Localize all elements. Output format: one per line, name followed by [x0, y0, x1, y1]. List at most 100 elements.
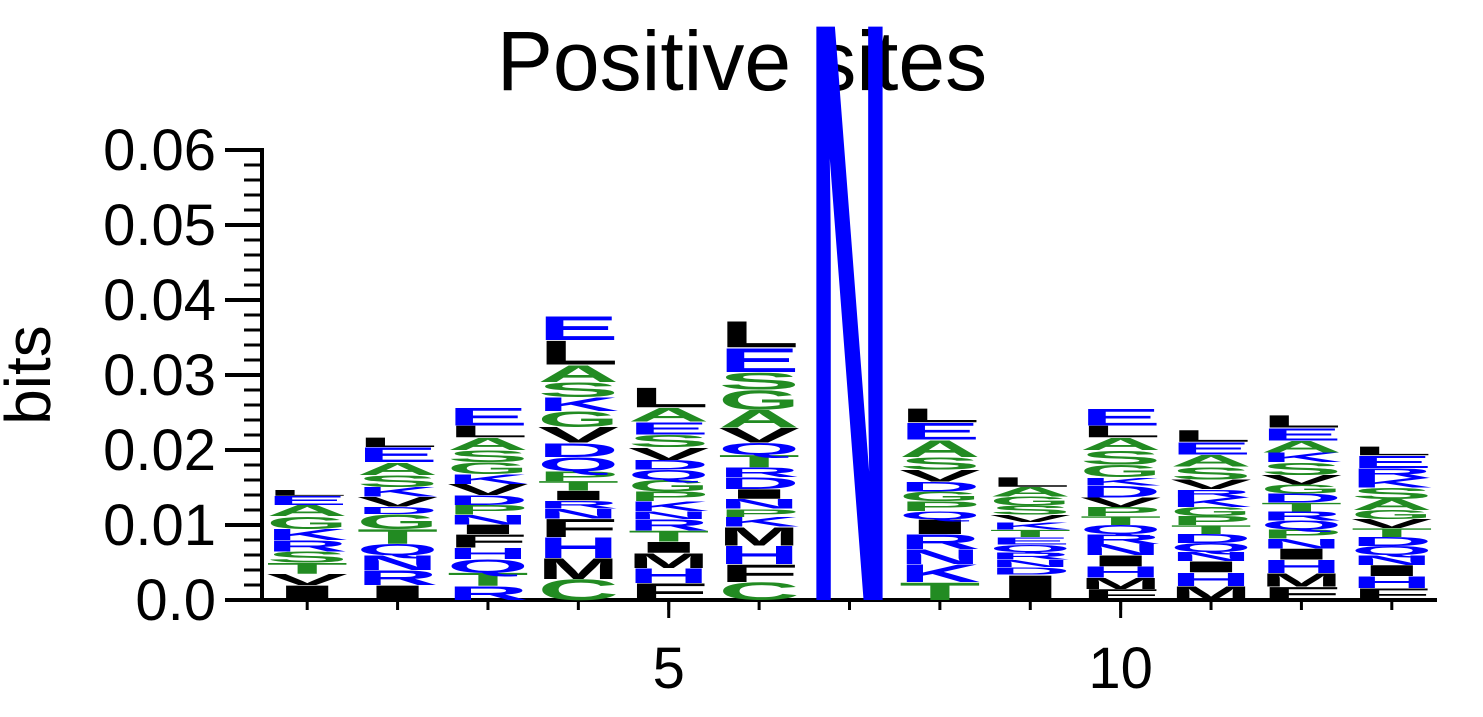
logo-letter: L [1080, 422, 1161, 441]
logo-letter: T [628, 528, 709, 545]
logo-letter: L [447, 422, 528, 441]
logo-letter: D [1261, 491, 1342, 505]
logo-letter: F [1261, 583, 1342, 604]
logo-letter: L [1351, 444, 1432, 458]
logo-letter: D [1170, 532, 1251, 546]
logo-letter: T [899, 578, 980, 606]
logo-letter: V [538, 423, 619, 447]
logo-letter: P [447, 502, 528, 517]
logo-letter: N [990, 558, 1071, 570]
logo-letter: T [990, 528, 1071, 540]
y-tick-label: 0.02 [103, 418, 216, 483]
logo-letter: T [1351, 526, 1432, 540]
logo-letter: V [628, 444, 710, 464]
logo-letter: P [538, 469, 619, 484]
logo-letter: I [990, 568, 1071, 608]
logo-letter: I [1261, 546, 1342, 563]
logo-letter: A [1261, 437, 1342, 456]
logo-letter: H [1170, 569, 1251, 590]
logo-letter: E [899, 418, 980, 445]
logo-letter: A [538, 360, 619, 387]
logo-letter: R [718, 465, 799, 480]
logo-letter: A [628, 404, 709, 426]
logo-letter: F [718, 560, 799, 588]
logo-letter: D [628, 457, 709, 472]
logo-letter: I [357, 582, 438, 605]
logo-letter: P [718, 507, 799, 520]
logo-letter: P [1080, 505, 1161, 519]
logo-letter: G [1261, 482, 1342, 496]
logo-letter: V [899, 467, 981, 486]
logo-letter: G [357, 510, 438, 533]
x-tick-label: 10 [1088, 636, 1153, 701]
logo-letter: S [718, 368, 799, 395]
logo-letter: P [1170, 514, 1251, 528]
y-tick-label: 0.05 [103, 193, 216, 258]
logo-letter: A [267, 502, 348, 519]
logo-letter: Q [899, 509, 980, 522]
logo-letter: Q [990, 543, 1071, 555]
logo-letter: S [1170, 463, 1251, 483]
logo-letter: K [1170, 495, 1251, 510]
logo-letter: S [1351, 485, 1432, 502]
logo-letter: D [447, 493, 528, 508]
logo-letter: T [1170, 523, 1251, 537]
logo-letter: I [1351, 562, 1432, 579]
logo-letter: I [267, 582, 348, 605]
logo-letter: V [990, 513, 1071, 525]
logo-letter: S [628, 431, 709, 451]
logo-letter: G [538, 407, 619, 431]
logo-letter: L [628, 382, 709, 413]
logo-letter: T [1080, 514, 1161, 528]
logo-letter: N [899, 546, 980, 569]
logo-letter: T [1261, 500, 1342, 514]
logo-letter: M [628, 549, 709, 572]
logo-letter: E [628, 418, 709, 438]
logo-letter: R [1080, 532, 1161, 547]
logo-letter: M [1261, 570, 1342, 591]
logo-letter: L [899, 405, 980, 427]
logo-letter: A [447, 434, 528, 454]
logo-letter: M [1170, 582, 1251, 604]
y-tick-label: 0.06 [103, 118, 216, 183]
logo-letter: Q [538, 453, 619, 475]
logo-letter: K [1351, 475, 1432, 490]
logo-letter: E [357, 444, 438, 467]
logo-letter: N [809, 0, 890, 717]
logo-letter: T [718, 451, 800, 471]
logo-letter: F [1351, 585, 1432, 604]
logo-letter: V [357, 494, 439, 509]
logo-letter: R [990, 550, 1071, 562]
logo-letter: H [1080, 564, 1161, 581]
logo-letter: K [1080, 475, 1161, 488]
logo-letter: A [1170, 452, 1251, 471]
logo-letter: D [357, 505, 438, 517]
logo-letter: K [628, 499, 709, 514]
y-tick-label: 0.03 [103, 343, 216, 408]
logo-letter: D [538, 439, 619, 461]
logo-letter: H [1261, 556, 1342, 577]
logo-letter: S [447, 447, 528, 466]
logo-letter: F [1080, 586, 1161, 603]
logo-letter: N [447, 512, 528, 527]
logo-letter: N [357, 552, 438, 575]
y-tick-label: 0.0 [135, 568, 216, 633]
logo-letter: N [1080, 541, 1161, 558]
logo-letter: G [899, 489, 980, 504]
logo-letter: V [267, 571, 349, 588]
logo-letter: L [1170, 427, 1251, 446]
y-tick-label: 0.01 [103, 493, 216, 558]
logo-letter: R [899, 531, 980, 554]
logo-letter: S [357, 472, 438, 491]
logo-letter: M [538, 552, 619, 585]
logo-letter: T [538, 478, 619, 493]
logo-letter: L [1261, 412, 1342, 432]
logo-letter: R [538, 498, 619, 511]
logo-letter: N [628, 509, 709, 522]
logo-letter: E [538, 308, 619, 347]
logo-letter: A [1080, 434, 1161, 454]
logo-letter: Q [1261, 518, 1342, 532]
logo-letter: I [718, 487, 799, 502]
logo-letter: K [538, 393, 619, 415]
logo-letter: K [267, 526, 348, 543]
